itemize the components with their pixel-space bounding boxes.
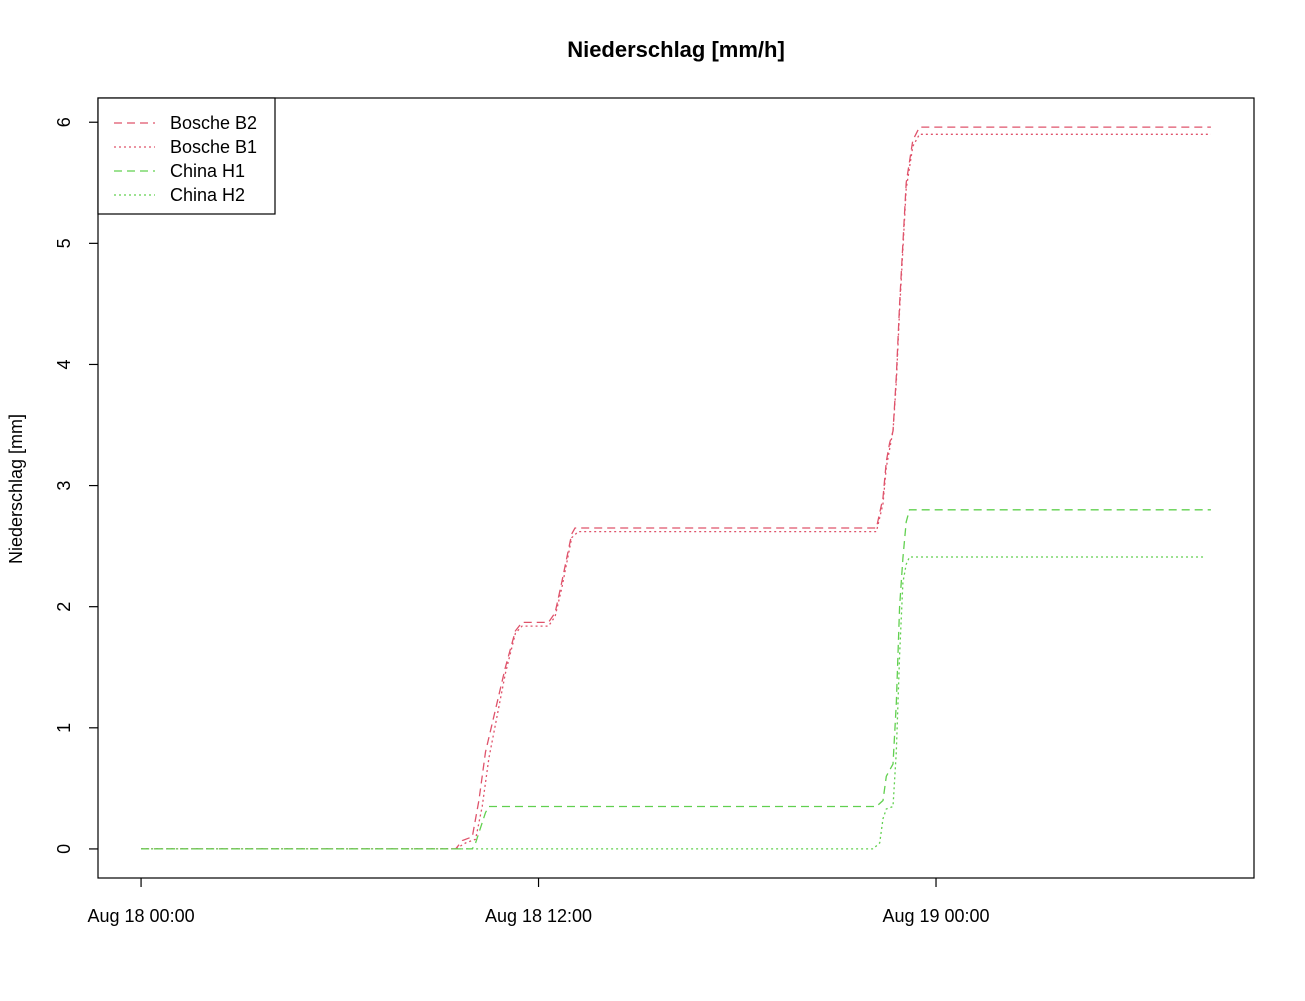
legend-box	[97, 97, 276, 215]
y-tick-label: 5	[54, 238, 74, 248]
chart-title: Niederschlag [mm/h]	[567, 37, 785, 62]
plot-frame	[97, 97, 1255, 879]
y-axis-label: Niederschlag [mm]	[6, 414, 26, 564]
series-line-bosche-b1	[141, 133, 1211, 850]
legend-label: Bosche B2	[170, 113, 257, 133]
y-tick-label: 2	[54, 602, 74, 612]
legend: Bosche B2 Bosche B1 China H1 China H2	[97, 97, 276, 215]
legend-label: China H1	[170, 161, 245, 181]
y-tick-label: 1	[54, 723, 74, 733]
y-tick-label: 0	[54, 844, 74, 854]
legend-label: Bosche B1	[170, 137, 257, 157]
x-tick-label: Aug 18 12:00	[485, 906, 592, 926]
y-tick-label: 6	[54, 117, 74, 127]
x-tick-label: Aug 18 00:00	[88, 906, 195, 926]
series-line-bosche-b2	[141, 126, 1211, 850]
series-line-china-h1	[141, 509, 1211, 850]
legend-label: China H2	[170, 185, 245, 205]
y-tick-label: 3	[54, 481, 74, 491]
axes-layer: Aug 18 00:00 Aug 18 12:00 Aug 19 00:00 0 1 2 3…	[54, 97, 1255, 926]
series-layer	[141, 126, 1211, 850]
series-line-china-h2	[141, 556, 1205, 850]
x-tick-label: Aug 19 00:00	[882, 906, 989, 926]
y-tick-label: 4	[54, 359, 74, 369]
